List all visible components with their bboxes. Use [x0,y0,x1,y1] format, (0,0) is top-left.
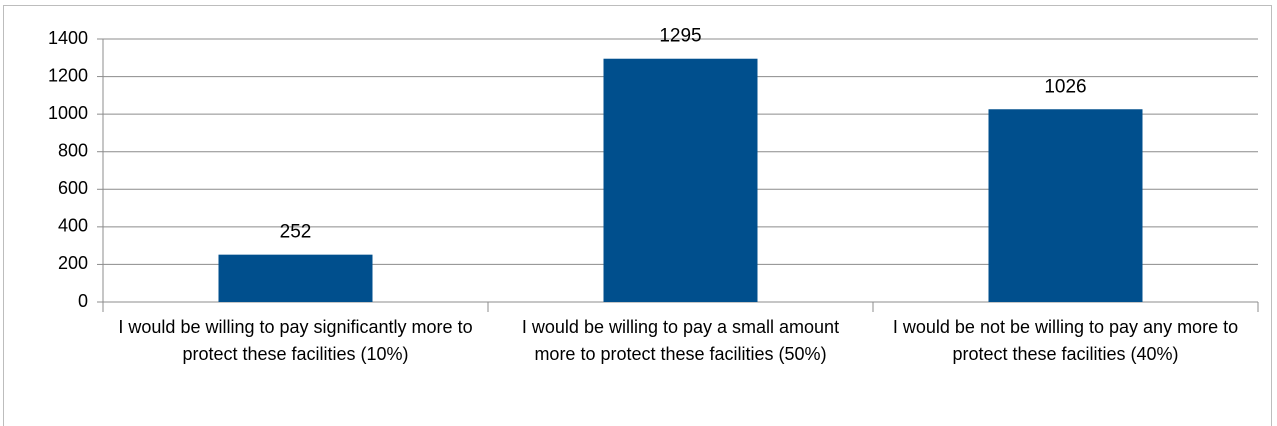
data-label: 1295 [659,26,701,47]
y-tick-label: 200 [58,253,88,273]
x-tick-label: I would be willing to pay a small amount… [521,317,840,364]
data-label: 252 [280,222,312,243]
bar [218,254,373,302]
x-tick-label: I would be willing to pay significantly … [118,317,473,364]
chart-border [3,5,1272,426]
y-tick-label: 800 [58,140,88,160]
y-tick-label: 0 [78,291,88,311]
y-tick-label: 1400 [48,28,88,48]
y-tick-label: 1000 [48,103,88,123]
y-tick-label: 600 [58,178,88,198]
y-tick-label: 400 [58,216,88,236]
bar [988,109,1143,302]
x-tick-label: I would be not be willing to pay any mor… [892,317,1239,364]
y-tick-label: 1200 [48,65,88,85]
data-label: 1026 [1044,76,1086,97]
bar [603,58,758,302]
